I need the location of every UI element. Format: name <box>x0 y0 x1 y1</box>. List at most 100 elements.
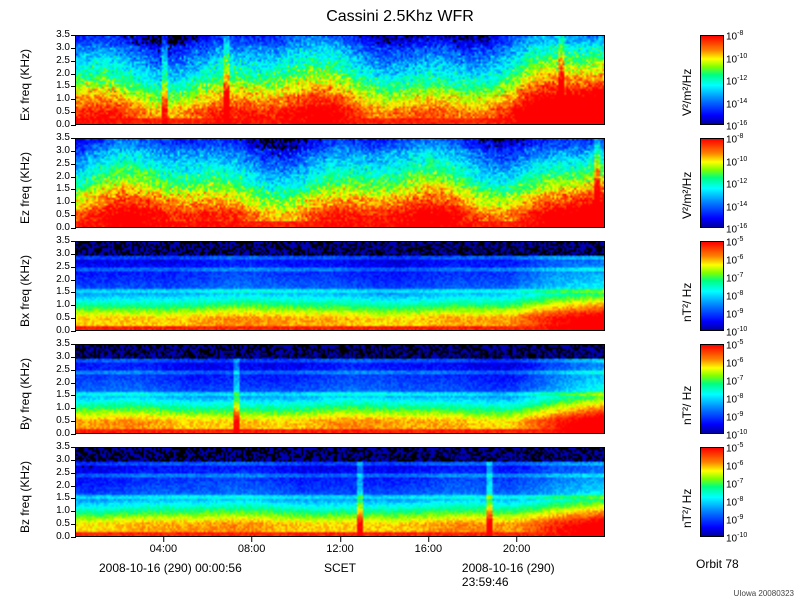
y-tick: 3.5 <box>56 339 70 349</box>
spectrogram-canvas <box>76 448 604 536</box>
colorbar-tick: 10-16 <box>726 223 747 235</box>
colorbar-label: nT²/ Hz <box>680 489 694 528</box>
colorbar-tick: 10-16 <box>726 120 747 132</box>
spectrogram-canvas <box>76 36 604 124</box>
y-tick: 0.0 <box>56 223 70 233</box>
spectrogram-plot <box>75 344 605 434</box>
panel-2: Bx freq (KHz)0.00.51.01.52.02.53.03.5nT²… <box>0 241 800 331</box>
y-tick: 1.5 <box>56 390 70 400</box>
y-tick: 0.0 <box>56 532 70 542</box>
y-tick: 0.5 <box>56 519 70 529</box>
orbit-label: Orbit 78 <box>696 557 739 571</box>
colorbar <box>700 344 724 434</box>
colorbar-tick: 10-10 <box>726 429 747 441</box>
colorbar-tick: 10-6 <box>726 254 743 266</box>
colorbar <box>700 35 724 125</box>
colorbar-label: V²/m²/Hz <box>680 69 694 116</box>
colorbar-tick: 10-10 <box>726 156 747 168</box>
colorbar-tick: 10-7 <box>726 375 743 387</box>
colorbar-tick: 10-9 <box>726 514 743 526</box>
y-ticks: 0.00.51.01.52.02.53.03.5 <box>0 447 70 537</box>
colorbar-tick: 10-9 <box>726 411 743 423</box>
y-tick: 2.0 <box>56 378 70 388</box>
colorbar-tick: 10-8 <box>726 133 743 145</box>
colorbar-tick: 10-8 <box>726 290 743 302</box>
spectrogram-plot <box>75 241 605 331</box>
x-tick: 04:00 <box>150 543 178 555</box>
y-tick: 1.0 <box>56 403 70 413</box>
spectrogram-canvas <box>76 242 604 330</box>
y-tick: 2.0 <box>56 172 70 182</box>
colorbar <box>700 241 724 331</box>
y-tick: 3.5 <box>56 236 70 246</box>
x-axis: 04:0008:0012:0016:0020:002008-10-16 (290… <box>75 539 605 555</box>
y-tick: 0.5 <box>56 107 70 117</box>
y-tick: 2.5 <box>56 468 70 478</box>
y-tick: 2.0 <box>56 69 70 79</box>
y-tick: 3.0 <box>56 146 70 156</box>
y-tick: 2.5 <box>56 262 70 272</box>
x-sublabel: 2008-10-16 (290) 00:00:56 <box>99 561 242 575</box>
colorbar-label: V²/m²/Hz <box>680 172 694 219</box>
colorbar-tick: 10-12 <box>726 75 747 87</box>
y-tick: 0.0 <box>56 326 70 336</box>
colorbar-tick: 10-6 <box>726 357 743 369</box>
x-tick: 12:00 <box>326 543 354 555</box>
colorbar <box>700 138 724 228</box>
y-ticks: 0.00.51.01.52.02.53.03.5 <box>0 138 70 228</box>
colorbar-label: nT²/ Hz <box>680 283 694 322</box>
y-tick: 0.5 <box>56 210 70 220</box>
y-tick: 1.5 <box>56 493 70 503</box>
colorbar-tick: 10-14 <box>726 201 747 213</box>
colorbar-tick: 10-10 <box>726 532 747 544</box>
colorbar-tick: 10-5 <box>726 339 743 351</box>
x-tick: 16:00 <box>415 543 443 555</box>
y-ticks: 0.00.51.01.52.02.53.03.5 <box>0 35 70 125</box>
y-tick: 0.0 <box>56 120 70 130</box>
y-tick: 1.0 <box>56 94 70 104</box>
spectrogram-plot <box>75 138 605 228</box>
y-tick: 1.5 <box>56 184 70 194</box>
colorbar-tick: 10-6 <box>726 460 743 472</box>
y-tick: 2.5 <box>56 56 70 66</box>
x-ticks: 04:0008:0012:0016:0020:00 <box>75 539 605 555</box>
y-tick: 1.5 <box>56 81 70 91</box>
colorbar <box>700 447 724 537</box>
spectrogram-plot <box>75 35 605 125</box>
colorbar-label: nT²/ Hz <box>680 386 694 425</box>
y-tick: 2.5 <box>56 159 70 169</box>
y-tick: 1.0 <box>56 506 70 516</box>
y-tick: 3.5 <box>56 30 70 40</box>
y-tick: 1.5 <box>56 287 70 297</box>
colorbar-tick: 10-5 <box>726 236 743 248</box>
spectrogram-plot <box>75 447 605 537</box>
y-tick: 1.0 <box>56 197 70 207</box>
y-tick: 3.0 <box>56 455 70 465</box>
panel-4: Bz freq (KHz)0.00.51.01.52.02.53.03.5nT²… <box>0 447 800 537</box>
y-ticks: 0.00.51.01.52.02.53.03.5 <box>0 241 70 331</box>
colorbar-tick: 10-12 <box>726 178 747 190</box>
y-tick: 2.0 <box>56 481 70 491</box>
spectrogram-canvas <box>76 345 604 433</box>
colorbar-tick: 10-8 <box>726 496 743 508</box>
spectrogram-canvas <box>76 139 604 227</box>
x-sublabel: 2008-10-16 (290) 23:59:46 <box>462 561 557 589</box>
panel-3: By freq (KHz)0.00.51.01.52.02.53.03.5nT²… <box>0 344 800 434</box>
y-tick: 2.0 <box>56 275 70 285</box>
y-tick: 2.5 <box>56 365 70 375</box>
y-tick: 0.5 <box>56 313 70 323</box>
footer-credit: UIowa 20080323 <box>734 589 795 598</box>
colorbar-tick: 10-7 <box>726 478 743 490</box>
y-tick: 3.0 <box>56 352 70 362</box>
y-tick: 3.5 <box>56 133 70 143</box>
colorbar-tick: 10-7 <box>726 272 743 284</box>
figure-title: Cassini 2.5Khz WFR <box>0 8 800 26</box>
panel-1: Ez freq (KHz)0.00.51.01.52.02.53.03.5V²/… <box>0 138 800 228</box>
y-tick: 3.0 <box>56 249 70 259</box>
colorbar-tick: 10-5 <box>726 442 743 454</box>
x-sublabel: SCET <box>324 561 356 575</box>
y-ticks: 0.00.51.01.52.02.53.03.5 <box>0 344 70 434</box>
y-tick: 1.0 <box>56 300 70 310</box>
y-tick: 0.5 <box>56 416 70 426</box>
colorbar-tick: 10-9 <box>726 308 743 320</box>
